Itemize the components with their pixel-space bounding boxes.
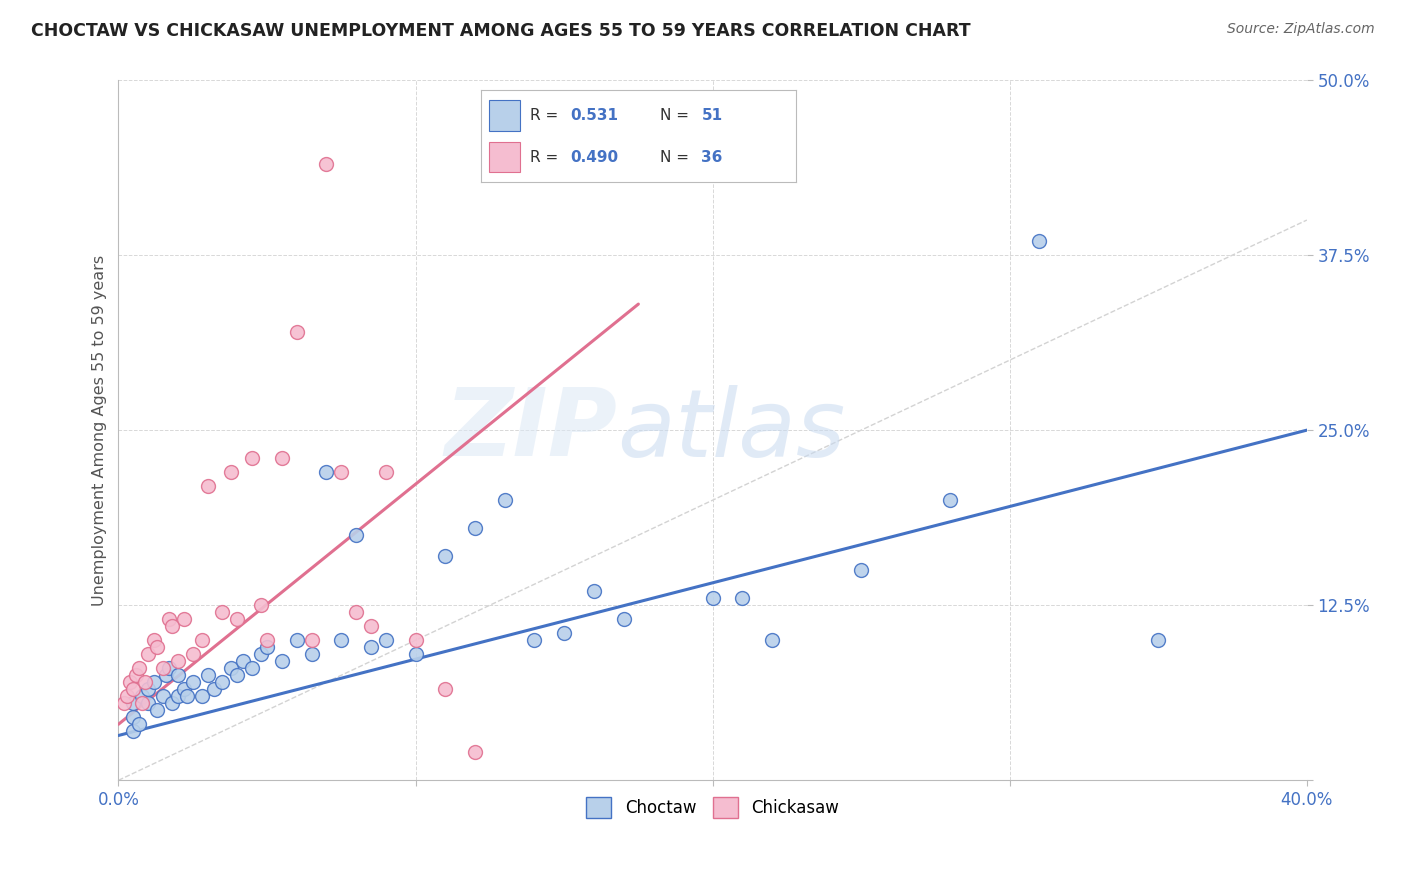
Text: Source: ZipAtlas.com: Source: ZipAtlas.com <box>1227 22 1375 37</box>
Point <box>202 682 225 697</box>
Point <box>146 640 169 655</box>
Text: CHOCTAW VS CHICKASAW UNEMPLOYMENT AMONG AGES 55 TO 59 YEARS CORRELATION CHART: CHOCTAW VS CHICKASAW UNEMPLOYMENT AMONG … <box>31 22 970 40</box>
Point <box>190 690 212 704</box>
Point <box>221 661 243 675</box>
Point <box>240 661 263 675</box>
Legend: Choctaw, Chickasaw: Choctaw, Chickasaw <box>579 791 845 824</box>
Point <box>125 668 148 682</box>
Point <box>136 682 159 697</box>
Point <box>344 528 367 542</box>
Point <box>434 549 457 564</box>
Point <box>939 493 962 508</box>
Point <box>731 591 754 606</box>
Point <box>1147 633 1170 648</box>
Point <box>160 619 183 633</box>
Point <box>146 703 169 717</box>
Point <box>122 696 145 710</box>
Point <box>131 696 153 710</box>
Point <box>128 717 150 731</box>
Point <box>211 605 233 619</box>
Point <box>344 605 367 619</box>
Point <box>173 682 195 697</box>
Point <box>240 451 263 466</box>
Point <box>221 465 243 479</box>
Point <box>143 633 166 648</box>
Y-axis label: Unemployment Among Ages 55 to 59 years: Unemployment Among Ages 55 to 59 years <box>93 254 107 606</box>
Point <box>270 654 292 668</box>
Point <box>330 465 353 479</box>
Point <box>612 612 634 626</box>
Point <box>553 626 575 640</box>
Point <box>250 647 273 661</box>
Point <box>181 647 204 661</box>
Point <box>167 690 190 704</box>
Point <box>434 682 457 697</box>
Point <box>136 647 159 661</box>
Point <box>582 584 605 599</box>
Point <box>122 682 145 697</box>
Point <box>112 696 135 710</box>
Point <box>152 661 174 675</box>
Point <box>285 325 308 339</box>
Point <box>494 493 516 508</box>
Point <box>120 675 142 690</box>
Point <box>176 690 198 704</box>
Point <box>301 633 323 648</box>
Point <box>122 724 145 739</box>
Point <box>226 668 249 682</box>
Point <box>160 696 183 710</box>
Point <box>117 690 139 704</box>
Point <box>157 661 180 675</box>
Point <box>131 690 153 704</box>
Point <box>702 591 724 606</box>
Point <box>301 647 323 661</box>
Point <box>232 654 254 668</box>
Point <box>197 479 219 493</box>
Point <box>128 661 150 675</box>
Point <box>250 598 273 612</box>
Point <box>256 640 278 655</box>
Point <box>190 633 212 648</box>
Point <box>330 633 353 648</box>
Point <box>157 612 180 626</box>
Point <box>143 675 166 690</box>
Point <box>270 451 292 466</box>
Point <box>122 710 145 724</box>
Point <box>136 696 159 710</box>
Text: atlas: atlas <box>617 384 846 475</box>
Point <box>360 640 382 655</box>
Point <box>315 157 337 171</box>
Point <box>256 633 278 648</box>
Point <box>464 521 486 535</box>
Point <box>315 465 337 479</box>
Point <box>523 633 546 648</box>
Point <box>152 690 174 704</box>
Point <box>405 633 427 648</box>
Point <box>851 563 873 577</box>
Point <box>173 612 195 626</box>
Point <box>374 465 396 479</box>
Point <box>134 675 156 690</box>
Point <box>360 619 382 633</box>
Point <box>167 654 190 668</box>
Point <box>167 668 190 682</box>
Point <box>285 633 308 648</box>
Point <box>1028 234 1050 248</box>
Point <box>211 675 233 690</box>
Point <box>374 633 396 648</box>
Point <box>226 612 249 626</box>
Text: ZIP: ZIP <box>444 384 617 476</box>
Point <box>761 633 783 648</box>
Point <box>464 745 486 759</box>
Point <box>155 668 177 682</box>
Point <box>405 647 427 661</box>
Point <box>181 675 204 690</box>
Point <box>197 668 219 682</box>
